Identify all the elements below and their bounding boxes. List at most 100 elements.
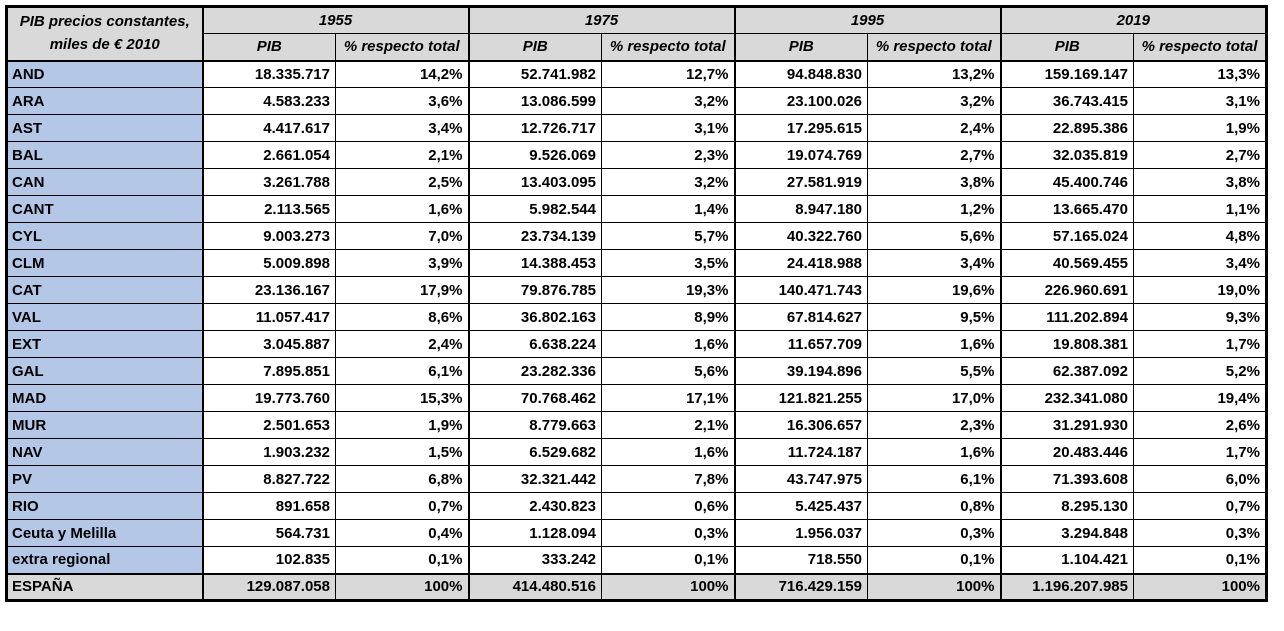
region-cell: GAL — [6, 357, 204, 385]
pib-value-cell: 32.035.819 — [999, 141, 1134, 169]
pct-value-cell: 2,7% — [1133, 141, 1267, 169]
year-header-1995: 1995 — [733, 6, 1001, 34]
pct-value-cell: 0,1% — [867, 546, 1001, 574]
region-cell: MAD — [6, 384, 204, 412]
pib-value-cell: 62.387.092 — [999, 357, 1134, 385]
pct-value-cell: 0,1% — [1133, 546, 1267, 574]
pib-value-cell: 20.483.446 — [999, 438, 1134, 466]
region-cell: MUR — [6, 411, 204, 439]
pct-value-cell: 19,0% — [1133, 276, 1267, 304]
pib-value-cell: 111.202.894 — [999, 303, 1134, 331]
table-header: PIB precios constantes, miles de € 2010 … — [6, 6, 1267, 62]
pct-value-cell: 3,1% — [1133, 87, 1267, 115]
pib-value-cell: 2.501.653 — [201, 411, 336, 439]
pib-value-cell: 3.045.887 — [201, 330, 336, 358]
pib-value-cell: 1.956.037 — [733, 519, 868, 547]
region-cell: BAL — [6, 141, 204, 169]
pct-value-cell: 1,6% — [335, 195, 469, 223]
pib-value-cell: 5.425.437 — [733, 492, 868, 520]
pct-value-cell: 6,0% — [1133, 465, 1267, 493]
corner-title-line2: miles de € 2010 — [49, 35, 160, 53]
pct-value-cell: 2,4% — [867, 114, 1001, 142]
pct-value-cell: 0,4% — [335, 519, 469, 547]
pct-value-cell: 3,8% — [1133, 168, 1267, 196]
pib-value-cell: 11.057.417 — [201, 303, 336, 331]
pct-value-cell: 13,3% — [1133, 60, 1267, 88]
pct-value-cell: 1,7% — [1133, 438, 1267, 466]
region-cell: extra regional — [6, 546, 204, 574]
pib-value-cell: 5.982.544 — [467, 195, 602, 223]
table-row: MUR 2.501.653 1,9% 8.779.663 2,1% 16.306.657 2… — [6, 411, 1267, 439]
sub-header-pct: % respecto total — [335, 33, 469, 62]
pib-value-cell: 13.086.599 — [467, 87, 602, 115]
table-row: CLM 5.009.898 3,9% 14.388.453 3,5% 24.418.988… — [6, 249, 1267, 277]
pct-value-cell: 1,2% — [867, 195, 1001, 223]
year-header-1955: 1955 — [201, 6, 469, 34]
pct-value-cell: 8,9% — [601, 303, 735, 331]
pct-value-cell: 12,7% — [601, 60, 735, 88]
pib-value-cell: 70.768.462 — [467, 384, 602, 412]
pct-value-cell: 100% — [1133, 572, 1267, 601]
pct-value-cell: 0,6% — [601, 492, 735, 520]
corner-title-line1: PIB precios constantes, — [19, 13, 190, 31]
pib-value-cell: 19.773.760 — [201, 384, 336, 412]
pct-value-cell: 5,6% — [601, 357, 735, 385]
pib-value-cell: 6.638.224 — [467, 330, 602, 358]
pct-value-cell: 3,2% — [601, 168, 735, 196]
pct-value-cell: 2,5% — [335, 168, 469, 196]
pct-value-cell: 1,4% — [601, 195, 735, 223]
pib-value-cell: 23.282.336 — [467, 357, 602, 385]
pct-value-cell: 1,7% — [1133, 330, 1267, 358]
pib-value-cell: 40.569.455 — [999, 249, 1134, 277]
pib-value-cell: 11.724.187 — [733, 438, 868, 466]
table-row: PV 8.827.722 6,8% 32.321.442 7,8% 43.747.975 6… — [6, 465, 1267, 493]
pib-value-cell: 14.388.453 — [467, 249, 602, 277]
table-body: AND 18.335.717 14,2% 52.741.982 12,7% 94.848.… — [6, 60, 1267, 601]
pct-value-cell: 3,5% — [601, 249, 735, 277]
pct-value-cell: 0,1% — [335, 546, 469, 574]
table-row: extra regional 102.835 0,1% 333.242 0,1% 718.… — [6, 546, 1267, 574]
pct-value-cell: 2,1% — [335, 141, 469, 169]
pct-value-cell: 19,4% — [1133, 384, 1267, 412]
table-row: AND 18.335.717 14,2% 52.741.982 12,7% 94.848.… — [6, 60, 1267, 88]
pct-value-cell: 1,5% — [335, 438, 469, 466]
pib-value-cell: 5.009.898 — [201, 249, 336, 277]
pct-value-cell: 5,2% — [1133, 357, 1267, 385]
pib-value-cell: 3.261.788 — [201, 168, 336, 196]
pib-value-cell: 22.895.386 — [999, 114, 1134, 142]
pct-value-cell: 100% — [601, 572, 735, 601]
pib-value-cell: 94.848.830 — [733, 60, 868, 88]
table-row: EXT 3.045.887 2,4% 6.638.224 1,6% 11.657.709 1… — [6, 330, 1267, 358]
pct-value-cell: 1,6% — [601, 438, 735, 466]
pib-value-cell: 891.658 — [201, 492, 336, 520]
table-row: CANT 2.113.565 1,6% 5.982.544 1,4% 8.947.180 1… — [6, 195, 1267, 223]
pib-value-cell: 23.100.026 — [733, 87, 868, 115]
pct-value-cell: 3,2% — [601, 87, 735, 115]
pib-value-cell: 17.295.615 — [733, 114, 868, 142]
pib-value-cell: 39.194.896 — [733, 357, 868, 385]
pct-value-cell: 0,8% — [867, 492, 1001, 520]
pib-value-cell: 7.895.851 — [201, 357, 336, 385]
pib-value-cell: 23.136.167 — [201, 276, 336, 304]
pib-table: PIB precios constantes, miles de € 2010 … — [5, 5, 1268, 602]
pib-value-cell: 11.657.709 — [733, 330, 868, 358]
pct-value-cell: 3,9% — [335, 249, 469, 277]
pct-value-cell: 0,3% — [1133, 519, 1267, 547]
pct-value-cell: 2,7% — [867, 141, 1001, 169]
pct-value-cell: 1,6% — [867, 438, 1001, 466]
pib-value-cell: 4.583.233 — [201, 87, 336, 115]
region-cell: CAT — [6, 276, 204, 304]
pib-value-cell: 2.113.565 — [201, 195, 336, 223]
pct-value-cell: 2,4% — [335, 330, 469, 358]
pib-value-cell: 32.321.442 — [467, 465, 602, 493]
pib-value-cell: 8.827.722 — [201, 465, 336, 493]
pct-value-cell: 6,1% — [867, 465, 1001, 493]
pib-value-cell: 232.341.080 — [999, 384, 1134, 412]
pib-value-cell: 2.430.823 — [467, 492, 602, 520]
region-cell: VAL — [6, 303, 204, 331]
table-row: CYL 9.003.273 7,0% 23.734.139 5,7% 40.322.760… — [6, 222, 1267, 250]
pib-value-cell: 24.418.988 — [733, 249, 868, 277]
pib-value-cell: 121.821.255 — [733, 384, 868, 412]
pct-value-cell: 14,2% — [335, 60, 469, 88]
pib-value-cell: 1.196.207.985 — [999, 572, 1134, 601]
